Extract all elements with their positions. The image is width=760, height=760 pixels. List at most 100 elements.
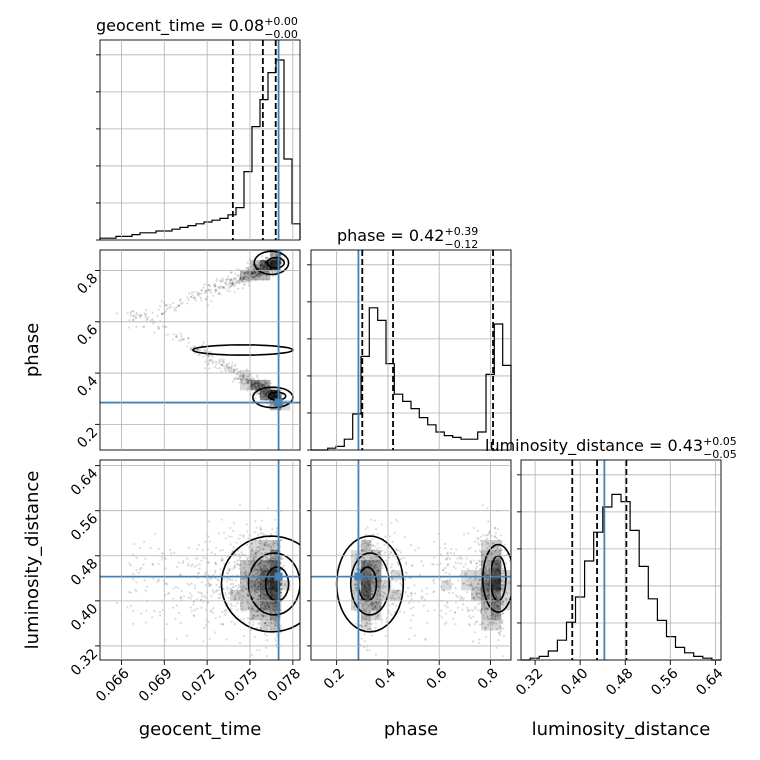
- sample-point: [262, 579, 265, 582]
- sample-point: [377, 583, 380, 586]
- sample-point: [174, 617, 177, 620]
- sample-point: [259, 264, 262, 267]
- sample-point: [226, 283, 229, 287]
- sample-point: [273, 262, 276, 265]
- sample-point: [275, 586, 278, 589]
- sample-point: [223, 613, 226, 616]
- sample-point: [129, 314, 133, 317]
- density-cell: [260, 590, 271, 601]
- sample-point: [193, 584, 196, 587]
- sample-point: [476, 565, 479, 568]
- sample-point: [487, 520, 490, 523]
- sample-point: [257, 261, 260, 264]
- sample-point: [263, 566, 266, 570]
- sample-point: [253, 384, 256, 387]
- sample-point: [501, 571, 504, 575]
- sample-point: [362, 591, 366, 594]
- sample-point: [372, 560, 375, 563]
- sample-point: [273, 395, 276, 398]
- sample-point: [264, 390, 267, 394]
- sample-point: [261, 264, 265, 267]
- sample-point: [492, 606, 496, 609]
- sample-point: [250, 585, 254, 588]
- sample-point: [499, 614, 502, 617]
- sample-point: [190, 291, 193, 294]
- sample-point: [257, 571, 260, 574]
- sample-point: [250, 383, 254, 386]
- sample-point: [253, 593, 257, 596]
- sample-point: [254, 381, 258, 384]
- sample-point: [259, 272, 262, 275]
- density-cell: [240, 570, 251, 581]
- sample-point: [238, 641, 242, 645]
- sample-point: [264, 621, 267, 624]
- sample-point: [240, 374, 243, 378]
- sample-point: [260, 382, 264, 386]
- sample-point: [354, 553, 358, 556]
- sample-point: [275, 596, 279, 599]
- sample-point: [262, 592, 265, 595]
- sample-point: [259, 577, 262, 580]
- injection-marker: [354, 572, 363, 581]
- sample-point: [471, 587, 474, 590]
- sample-point: [250, 388, 254, 391]
- y-tick-label: 0.48: [68, 556, 101, 589]
- sample-point: [218, 532, 221, 535]
- sample-point: [494, 618, 497, 622]
- sample-point: [251, 276, 255, 279]
- sample-point: [229, 281, 233, 284]
- sample-point: [385, 559, 388, 562]
- panel-frame: [310, 249, 512, 451]
- sample-point: [172, 333, 175, 336]
- sample-point: [279, 582, 282, 586]
- sample-point: [202, 640, 205, 643]
- sample-point: [495, 588, 498, 591]
- sample-point: [280, 591, 283, 595]
- sample-point: [189, 597, 192, 600]
- sample-point: [230, 604, 233, 607]
- sample-point: [253, 387, 257, 390]
- sample-point: [370, 592, 374, 596]
- sample-point: [497, 569, 500, 572]
- sample-point: [240, 551, 243, 554]
- sample-point: [238, 277, 242, 280]
- sample-point: [262, 570, 265, 573]
- sample-point: [230, 366, 233, 369]
- sample-point: [203, 349, 206, 352]
- sample-point: [258, 261, 261, 264]
- sample-point: [246, 382, 249, 385]
- sample-point: [194, 299, 198, 302]
- sample-point: [490, 601, 494, 604]
- sample-point: [250, 273, 253, 276]
- sample-point: [363, 633, 366, 636]
- sample-point: [245, 279, 249, 282]
- sample-point: [133, 542, 136, 546]
- sample-point: [480, 550, 483, 554]
- sample-point: [279, 262, 282, 265]
- sample-point: [165, 582, 168, 585]
- sample-point: [264, 393, 268, 396]
- sample-point: [444, 571, 447, 574]
- sample-point: [274, 261, 278, 264]
- sample-point: [217, 597, 220, 600]
- sample-point: [197, 292, 200, 296]
- sample-point: [272, 393, 275, 396]
- sample-point: [259, 607, 263, 610]
- sample-point: [214, 569, 217, 572]
- sample-point: [433, 608, 436, 612]
- sample-point: [133, 314, 136, 318]
- sample-point: [263, 605, 267, 608]
- sample-point: [254, 384, 257, 387]
- sample-point: [236, 274, 239, 277]
- sample-point: [271, 577, 274, 580]
- sample-point: [501, 621, 504, 625]
- sample-point: [365, 547, 368, 550]
- sample-point: [253, 382, 256, 385]
- sample-point: [486, 557, 489, 560]
- sample-point: [270, 587, 273, 591]
- sample-point: [252, 555, 256, 559]
- sample-point: [374, 618, 377, 621]
- sample-point: [233, 597, 236, 601]
- sample-point: [256, 376, 259, 379]
- sample-point: [498, 625, 501, 628]
